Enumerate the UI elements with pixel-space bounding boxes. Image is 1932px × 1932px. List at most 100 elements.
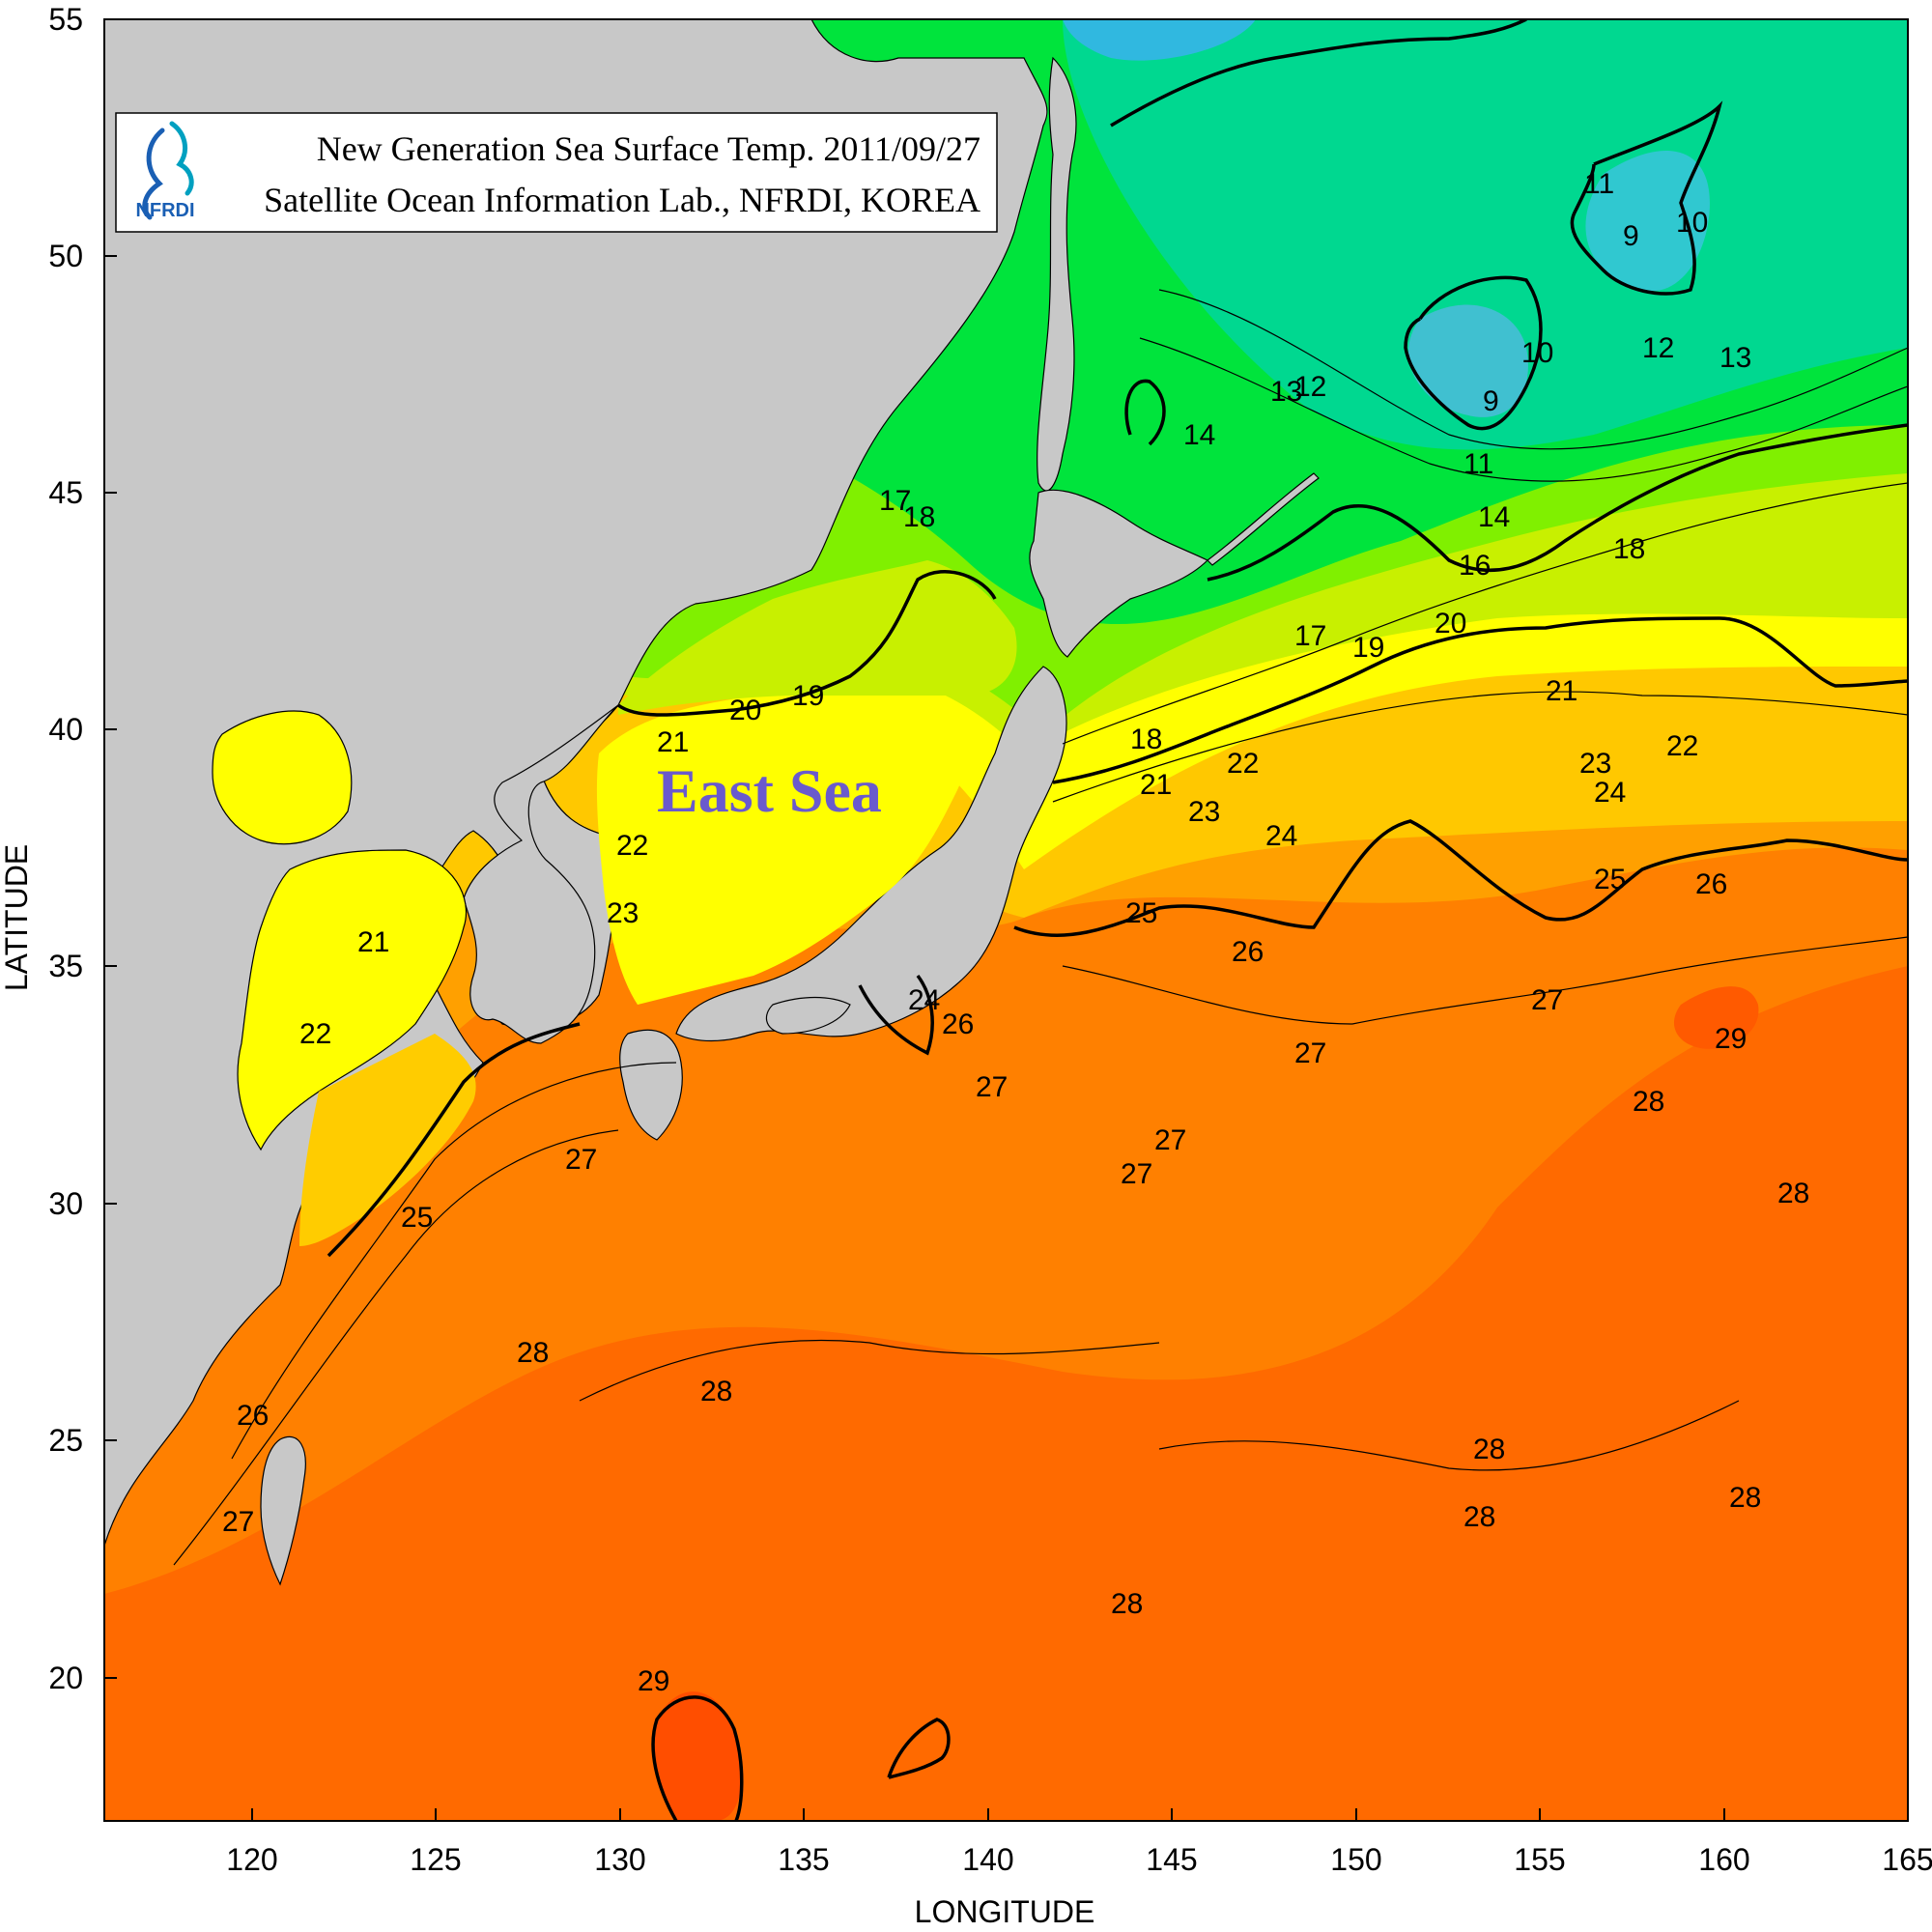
- plot-frame: [103, 18, 1909, 1822]
- taiwan: [260, 1435, 306, 1586]
- contour-label: 17: [1294, 620, 1326, 652]
- contour-label: 19: [792, 680, 824, 712]
- contour-label: 27: [1531, 984, 1563, 1016]
- east-china-sea: [299, 1034, 476, 1246]
- y-tick-label: 25: [48, 1423, 83, 1458]
- contour-label: 10: [1676, 207, 1708, 239]
- contour-label: 18: [1130, 724, 1162, 755]
- contour-label: 28: [1473, 1434, 1505, 1465]
- isotherm-20-east: [1052, 616, 1908, 784]
- isotherm-26: [231, 1062, 677, 1460]
- isotherm-29-south: [651, 1695, 744, 1821]
- kuril-islands: [1207, 472, 1320, 566]
- sst-patch-9-a: [1585, 151, 1710, 292]
- contour-label: 18: [1613, 533, 1645, 565]
- contour-label: 26: [942, 1009, 974, 1040]
- y-tick-label: 50: [48, 239, 83, 273]
- contour-label: 17: [879, 485, 911, 517]
- x-tick-label: 120: [226, 1842, 277, 1877]
- x-tick-label: 130: [594, 1842, 645, 1877]
- x-tick-label: 145: [1146, 1842, 1197, 1877]
- sst-patch-cold-north: [1063, 19, 1256, 61]
- x-tick-label: 125: [410, 1842, 461, 1877]
- sst-band-12: [1063, 19, 1908, 450]
- contour-label: 28: [1633, 1086, 1664, 1118]
- y-tick-label: 20: [48, 1661, 83, 1695]
- east-sea-label: East Sea: [657, 756, 882, 825]
- y-tick-label: 45: [48, 475, 83, 510]
- contour-label: 21: [1546, 675, 1577, 707]
- isotherm-10-north: [1110, 19, 1527, 128]
- contour-label: 29: [638, 1665, 669, 1697]
- honshu: [675, 666, 1067, 1042]
- x-tick-label: 135: [778, 1842, 829, 1877]
- contour-label: 11: [1463, 448, 1493, 480]
- isotherm-18: [1062, 482, 1908, 745]
- contour-label: 9: [1623, 220, 1639, 252]
- contour-label: 27: [565, 1144, 597, 1176]
- sst-patch-9-b: [1408, 304, 1528, 417]
- contour-label: 27: [976, 1071, 1008, 1103]
- contour-label: 25: [1125, 897, 1157, 929]
- contour-label: 20: [1435, 608, 1466, 639]
- contour-label: 12: [1642, 332, 1674, 364]
- bold-isotherms: [327, 19, 1908, 1821]
- contour-label: 21: [1140, 769, 1172, 801]
- y-tick-label: 30: [48, 1186, 83, 1221]
- contour-label: 9: [1483, 385, 1499, 417]
- isotherm-29-mid: [887, 1718, 951, 1779]
- y-tick-label: 55: [48, 2, 83, 37]
- y-tick-label: 35: [48, 949, 83, 983]
- isotherm-15: [1207, 423, 1908, 582]
- isotherm-20-east-sea: [616, 570, 997, 717]
- x-tick-label: 165: [1882, 1842, 1932, 1877]
- isotherm-12: [1158, 289, 1908, 450]
- east-sea-basin: [596, 691, 966, 1005]
- isotherm-15-west: [1124, 379, 1166, 446]
- x-tick-label: 150: [1330, 1842, 1381, 1877]
- contour-label: 23: [607, 897, 639, 929]
- contour-label: 26: [237, 1400, 269, 1432]
- y-axis-title: LATITUDE: [0, 844, 34, 991]
- east-sea-north: [618, 560, 1017, 715]
- axis-ticks: [104, 255, 1725, 1821]
- contour-label: 26: [1232, 936, 1264, 968]
- isotherm-25-east: [1013, 819, 1908, 938]
- contour-label: 22: [616, 830, 648, 862]
- korean-peninsula: [463, 704, 619, 1044]
- logo-text: NFRDI: [135, 200, 194, 221]
- isotherm-21: [1052, 691, 1908, 803]
- title-box: NFRDI New Generation Sea Surface Temp. 2…: [115, 112, 998, 233]
- contour-label: 27: [1121, 1158, 1152, 1190]
- contour-label: 13: [1719, 342, 1751, 374]
- title-line-1: New Generation Sea Surface Temp. 2011/09…: [317, 129, 980, 168]
- contour-label: 29: [1715, 1023, 1747, 1055]
- hokkaido: [1029, 489, 1209, 658]
- isotherm-10-loop: [1570, 100, 1723, 296]
- contour-label: 16: [1459, 550, 1491, 582]
- shikoku: [765, 996, 851, 1035]
- isotherm-10-loop-b: [1404, 275, 1543, 431]
- sst-band-28: [104, 966, 1908, 1821]
- isotherm-24-japan: [858, 974, 934, 1056]
- contour-label: 22: [1227, 748, 1259, 780]
- contour-label: 28: [1777, 1178, 1809, 1209]
- yellow-sea: [237, 849, 468, 1151]
- contour-label: 27: [1154, 1124, 1186, 1156]
- x-tick-label: 160: [1698, 1842, 1749, 1877]
- y-tick-labels: 55 50 45 40 35 30 25 20: [48, 2, 83, 1695]
- contour-label: 11: [1584, 168, 1614, 200]
- title-box-frame: [115, 112, 998, 233]
- contour-label: 14: [1183, 419, 1215, 451]
- x-tick-labels: 120 125 130 135 140 145 150 155 160 165: [226, 1842, 1932, 1877]
- contour-label: 28: [1463, 1501, 1495, 1533]
- contour-label: 22: [1666, 730, 1698, 762]
- contour-label: 28: [1111, 1588, 1143, 1620]
- contour-label: 27: [222, 1506, 254, 1538]
- x-tick-label: 155: [1514, 1842, 1565, 1877]
- contour-label: 19: [1352, 632, 1384, 664]
- contour-label: 24: [1265, 820, 1297, 852]
- contour-label: 25: [401, 1202, 433, 1234]
- contour-label: 28: [1729, 1482, 1761, 1514]
